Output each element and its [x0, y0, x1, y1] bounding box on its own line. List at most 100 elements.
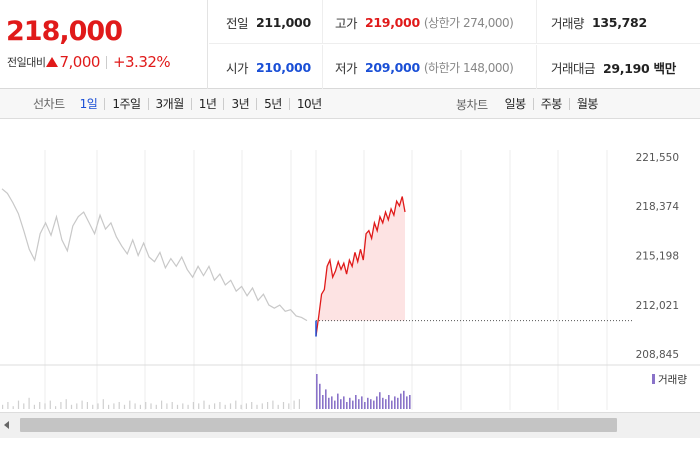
volume-bar: [129, 400, 131, 409]
volume-bar: [343, 396, 345, 409]
volume-bar: [388, 395, 390, 409]
volume-bar: [224, 404, 226, 409]
scroll-left-arrow-icon[interactable]: [4, 421, 9, 429]
volume-bar: [203, 400, 205, 409]
volume-bar: [288, 403, 290, 409]
y-tick-label: 212,021: [636, 300, 679, 312]
tab-period-3y[interactable]: 3년: [224, 97, 258, 110]
tab-period-1d[interactable]: 1일: [73, 97, 106, 110]
volume-bar: [358, 399, 360, 409]
up-arrow-icon: [46, 57, 59, 67]
volume-bar: [76, 403, 78, 409]
volume-bar: [251, 402, 253, 409]
volume-bar: [316, 374, 318, 409]
tab-candle-weekly[interactable]: 주봉: [534, 98, 570, 110]
volume-bar: [39, 402, 41, 409]
stat-high: 고가 219,000 (상한가 274,000): [323, 0, 537, 44]
volume-bar: [118, 402, 120, 409]
volume-bar: [328, 397, 330, 409]
volume-bar: [267, 402, 269, 409]
change-row: 전일대비 7,000 +3.32%: [7, 53, 171, 71]
tab-period-10y[interactable]: 10년: [296, 96, 322, 111]
volume-bar: [65, 399, 67, 409]
stat-low: 저가 209,000 (하한가 148,000): [323, 45, 537, 89]
volume-bar: [376, 396, 378, 409]
today-price-line: [315, 196, 406, 337]
volume-bar: [346, 402, 348, 409]
tab-period-1w[interactable]: 1주일: [105, 97, 149, 110]
stat-lower-limit: (하한가 148,000): [423, 60, 514, 75]
volume-bar: [349, 397, 351, 409]
tab-period-1y[interactable]: 1년: [192, 97, 225, 110]
stat-value: 219,000: [365, 14, 420, 30]
volume-bar: [235, 400, 237, 409]
volume-bar: [319, 383, 321, 409]
volume-bar: [214, 403, 216, 409]
stat-label: 거래대금: [551, 60, 596, 76]
volume-bar: [17, 400, 20, 409]
volume-bar: [139, 404, 141, 409]
change-value: 7,000: [59, 53, 100, 71]
tab-candle-daily[interactable]: 일봉: [498, 98, 534, 110]
volume-bar: [44, 403, 46, 409]
volume-bar: [171, 402, 173, 409]
volume-bar: [334, 400, 336, 409]
volume-bar: [70, 404, 73, 409]
volume-bar: [400, 393, 402, 409]
tab-period-3m[interactable]: 3개월: [149, 97, 192, 110]
tab-candle-monthly[interactable]: 월봉: [576, 97, 599, 111]
volume-bar: [298, 399, 300, 409]
change-divider: [105, 55, 107, 69]
volume-bar: [352, 400, 354, 409]
volume-bar: [161, 400, 163, 409]
stat-label: 전일: [226, 15, 249, 31]
volume-bar: [166, 403, 168, 409]
volume-legend-swatch: [652, 374, 655, 384]
prior-day-line: [1, 188, 308, 322]
stat-value: 135,782: [592, 14, 647, 30]
volume-bar: [219, 402, 221, 409]
volume-bar: [2, 404, 4, 409]
volume-bar: [391, 400, 393, 409]
volume-bar: [355, 395, 357, 409]
current-price: 218,000: [6, 16, 123, 47]
volume-bar: [256, 404, 258, 409]
volume-bar: [229, 403, 232, 409]
chart-scrollbar[interactable]: [0, 412, 700, 438]
volume-bar: [385, 399, 387, 409]
volume-bar: [33, 404, 35, 409]
volume-bar: [240, 404, 242, 409]
stats-table: 전일 211,000 고가 219,000 (상한가 274,000) 거래량 …: [209, 0, 700, 89]
volume-bar: [382, 397, 384, 409]
candle-chart-label: 봉차트: [456, 97, 488, 112]
tab-period-5y[interactable]: 5년: [257, 97, 290, 110]
quote-header: 218,000 전일대비 7,000 +3.32% 전일 211,000 고가 …: [0, 0, 700, 89]
volume-bar: [337, 393, 339, 409]
volume-bar: [187, 404, 189, 409]
volume-bar: [81, 400, 83, 409]
price-chart[interactable]: 221,550 218,374 215,198 212,021 208,845 거래량: [0, 120, 700, 410]
scroll-thumb[interactable]: [20, 418, 617, 432]
y-tick-label: 208,845: [636, 349, 679, 361]
volume-bar: [282, 402, 285, 409]
stat-amount: 거래대금 29,190 백만: [537, 45, 700, 89]
volume-bar: [134, 403, 136, 409]
stat-label: 시가: [226, 60, 249, 76]
stat-label: 저가: [335, 60, 358, 76]
volume-bar: [367, 397, 369, 409]
volume-bar: [97, 403, 99, 409]
volume-bar: [102, 399, 104, 409]
volume-bar: [150, 403, 152, 409]
volume-bar: [361, 396, 363, 409]
stat-label: 거래량: [551, 15, 585, 31]
volume-bar: [60, 402, 62, 409]
change-percent: +3.32%: [112, 53, 171, 71]
volume-bar: [373, 400, 375, 409]
stat-value: 209,000: [365, 59, 420, 75]
volume-bar: [277, 404, 279, 409]
volume-bar: [198, 403, 200, 409]
candle-period-tabs: 일봉 주봉 월봉: [498, 98, 605, 110]
stat-label: 고가: [335, 15, 358, 31]
volume-bar: [293, 400, 295, 409]
volume-bar: [409, 395, 411, 409]
